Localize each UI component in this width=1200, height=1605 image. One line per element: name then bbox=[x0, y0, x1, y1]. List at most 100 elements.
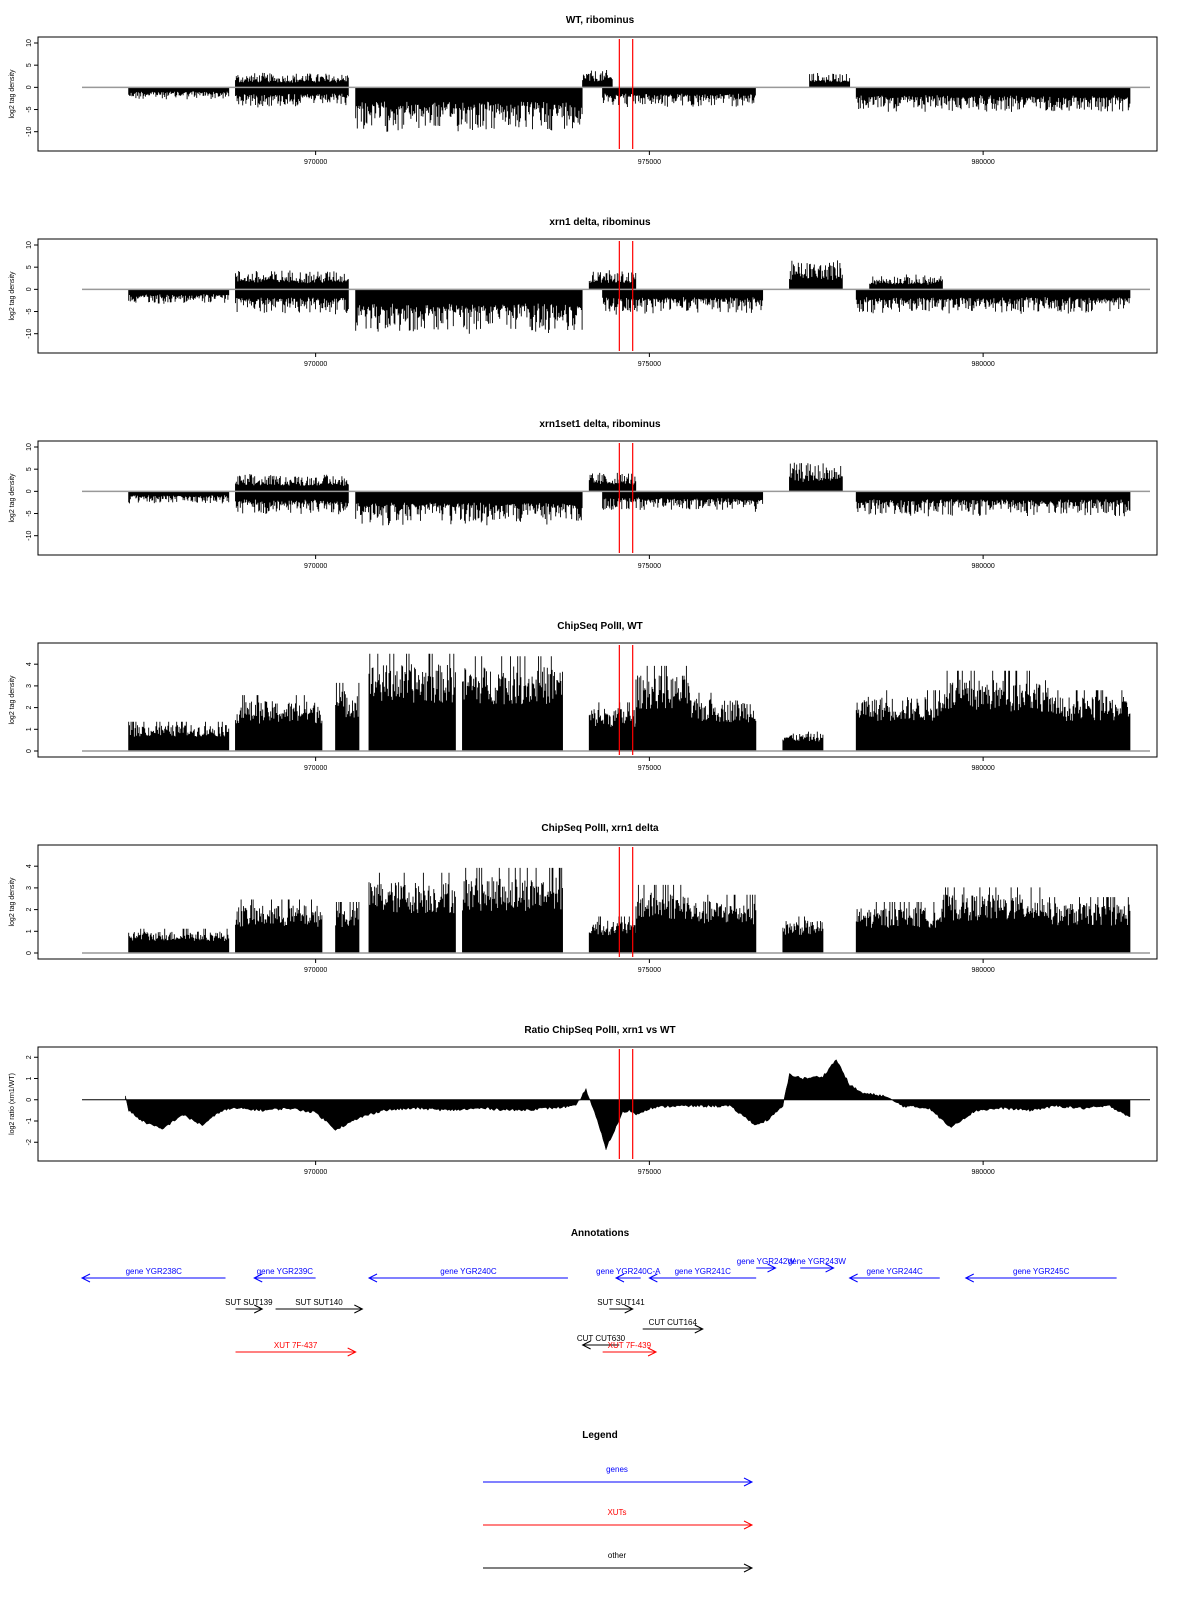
annotation-label: SUT SUT141 bbox=[597, 1298, 645, 1307]
x-tick-label: 975000 bbox=[638, 967, 661, 974]
bar-segment-1 bbox=[128, 721, 230, 751]
bar-segment-8 bbox=[869, 274, 943, 290]
annotation-label: gene YGR240C-A bbox=[596, 1267, 661, 1276]
plot-frame bbox=[37, 844, 1158, 960]
arrow-head bbox=[254, 1304, 264, 1314]
y-tick-label: -10 bbox=[26, 531, 33, 541]
x-tick-label: 980000 bbox=[971, 159, 994, 166]
x-tick-label: 970000 bbox=[304, 765, 327, 772]
x-tick-label: 980000 bbox=[971, 563, 994, 570]
bar-segment-4 bbox=[355, 87, 583, 132]
bar-segment-6 bbox=[602, 87, 756, 107]
bar-segment-7 bbox=[635, 884, 690, 953]
annotation-gene-2: gene YGR239C bbox=[253, 1267, 316, 1283]
chart-title: ChipSeq PolII, WT bbox=[557, 621, 643, 632]
bar-segment-7 bbox=[789, 260, 843, 290]
arrow-head bbox=[767, 1263, 777, 1273]
annotations-panel: Annotations gene YGR238C gene YGR239C gene … bbox=[80, 1228, 1117, 1357]
bar-series bbox=[128, 867, 1131, 953]
y-tick-label: 0 bbox=[26, 951, 33, 955]
annotation-other-12: SUT SUT141 bbox=[597, 1298, 645, 1314]
bar-segment-9 bbox=[855, 289, 1131, 314]
x-tick-label: 970000 bbox=[304, 967, 327, 974]
annotation-label: CUT CUT164 bbox=[649, 1318, 698, 1327]
legend-label: XUTs bbox=[607, 1508, 626, 1517]
y-tick-label: 5 bbox=[26, 63, 33, 67]
bar-segment-12 bbox=[1049, 690, 1131, 751]
y-tick-label: -2 bbox=[26, 1139, 33, 1145]
bar-segment-8 bbox=[688, 894, 757, 953]
x-tick-label: 980000 bbox=[971, 967, 994, 974]
ratio-area-series bbox=[125, 1059, 1131, 1151]
annotation-gene-5: gene YGR241C bbox=[648, 1267, 757, 1283]
annotation-label: gene YGR241C bbox=[675, 1267, 732, 1276]
bar-segment-8 bbox=[688, 692, 757, 751]
y-axis-label: log2 tag density bbox=[9, 271, 16, 321]
bar-segment-4 bbox=[355, 289, 583, 334]
annotation-xut-16: XUT 7F-439 bbox=[602, 1341, 658, 1357]
annotation-label: gene YGR245C bbox=[1013, 1267, 1070, 1276]
bar-segment-3 bbox=[335, 902, 360, 953]
bar-series bbox=[128, 462, 1131, 526]
bar-segment-6 bbox=[602, 491, 764, 512]
arrow-head bbox=[581, 1340, 591, 1350]
annotation-label: SUT SUT140 bbox=[295, 1298, 343, 1307]
y-tick-label: 3 bbox=[26, 886, 33, 890]
bar-segment-4 bbox=[368, 872, 456, 953]
bar-segment-3 bbox=[335, 682, 360, 751]
x-tick-label: 980000 bbox=[971, 1169, 994, 1176]
chart-panel-2: xrn1 delta, ribominus -10 -5 0 5 10 log2 tag d… bbox=[9, 217, 1158, 368]
annotation-gene-7: gene YGR243W bbox=[788, 1257, 846, 1273]
annotation-gene-1: gene YGR238C bbox=[80, 1267, 226, 1283]
bar-segment-2 bbox=[235, 695, 323, 751]
chart-title: ChipSeq PolII, xrn1 delta bbox=[541, 823, 659, 834]
bar-segment-6 bbox=[588, 702, 637, 751]
bar-segment-2 bbox=[235, 270, 349, 290]
y-tick-label: 2 bbox=[26, 1055, 33, 1059]
bar-segment-2 bbox=[235, 474, 349, 492]
plot-frame bbox=[37, 440, 1158, 556]
chart-title: Ratio ChipSeq PolII, xrn1 vs WT bbox=[524, 1025, 675, 1036]
chart-panel-5: ChipSeq PolII, xrn1 delta 0 1 2 3 4 log2 tag d… bbox=[9, 823, 1158, 974]
legend-label: other bbox=[608, 1551, 627, 1560]
y-tick-label: 4 bbox=[26, 864, 33, 868]
y-tick-label: -5 bbox=[26, 106, 33, 112]
x-tick-label: 970000 bbox=[304, 1169, 327, 1176]
arrow-head bbox=[614, 1273, 625, 1283]
arrow-head bbox=[825, 1263, 835, 1273]
arrow-head bbox=[647, 1347, 658, 1357]
legend-item-xut: XUTs bbox=[483, 1508, 754, 1530]
bar-segment-5 bbox=[462, 867, 563, 953]
bar-series bbox=[128, 260, 1131, 334]
annotation-label: gene YGR242W bbox=[737, 1257, 796, 1266]
bar-segment-3 bbox=[235, 289, 349, 315]
bar-segment-10 bbox=[855, 902, 944, 953]
plot-frame bbox=[37, 36, 1158, 152]
annotation-other-11: SUT SUT140 bbox=[275, 1298, 364, 1314]
y-axis-label: log2 tag density bbox=[9, 473, 16, 523]
bar-segment-8 bbox=[855, 87, 1131, 112]
y-tick-label: -10 bbox=[26, 127, 33, 137]
arrow-head bbox=[347, 1347, 357, 1357]
arrow-head bbox=[743, 1477, 754, 1487]
bar-segment-4 bbox=[368, 653, 456, 751]
annotation-label: gene YGR244C bbox=[867, 1267, 924, 1276]
bar-segment-9 bbox=[782, 731, 824, 751]
arrow-head bbox=[367, 1273, 378, 1283]
bar-segment-11 bbox=[942, 887, 1050, 953]
arrow-head bbox=[743, 1520, 754, 1530]
annotation-gene-9: gene YGR245C bbox=[964, 1267, 1117, 1283]
bar-segment-7 bbox=[809, 73, 851, 88]
bar-segment-11 bbox=[942, 670, 1050, 751]
bar-segment-9 bbox=[782, 916, 824, 953]
x-tick-label: 975000 bbox=[638, 563, 661, 570]
chart-panel-1: WT, ribominus -10 -5 0 5 10 log2 tag density 97… bbox=[9, 15, 1158, 166]
annotation-gene-6: gene YGR242W bbox=[737, 1257, 796, 1273]
arrow-head bbox=[694, 1324, 704, 1334]
arrow-head bbox=[743, 1563, 754, 1573]
annotation-other-14: CUT CUT630 bbox=[577, 1334, 626, 1350]
chart-panel-4: ChipSeq PolII, WT 0 1 2 3 4 log2 tag density 97… bbox=[9, 621, 1158, 772]
bar-segment-5 bbox=[588, 270, 637, 290]
